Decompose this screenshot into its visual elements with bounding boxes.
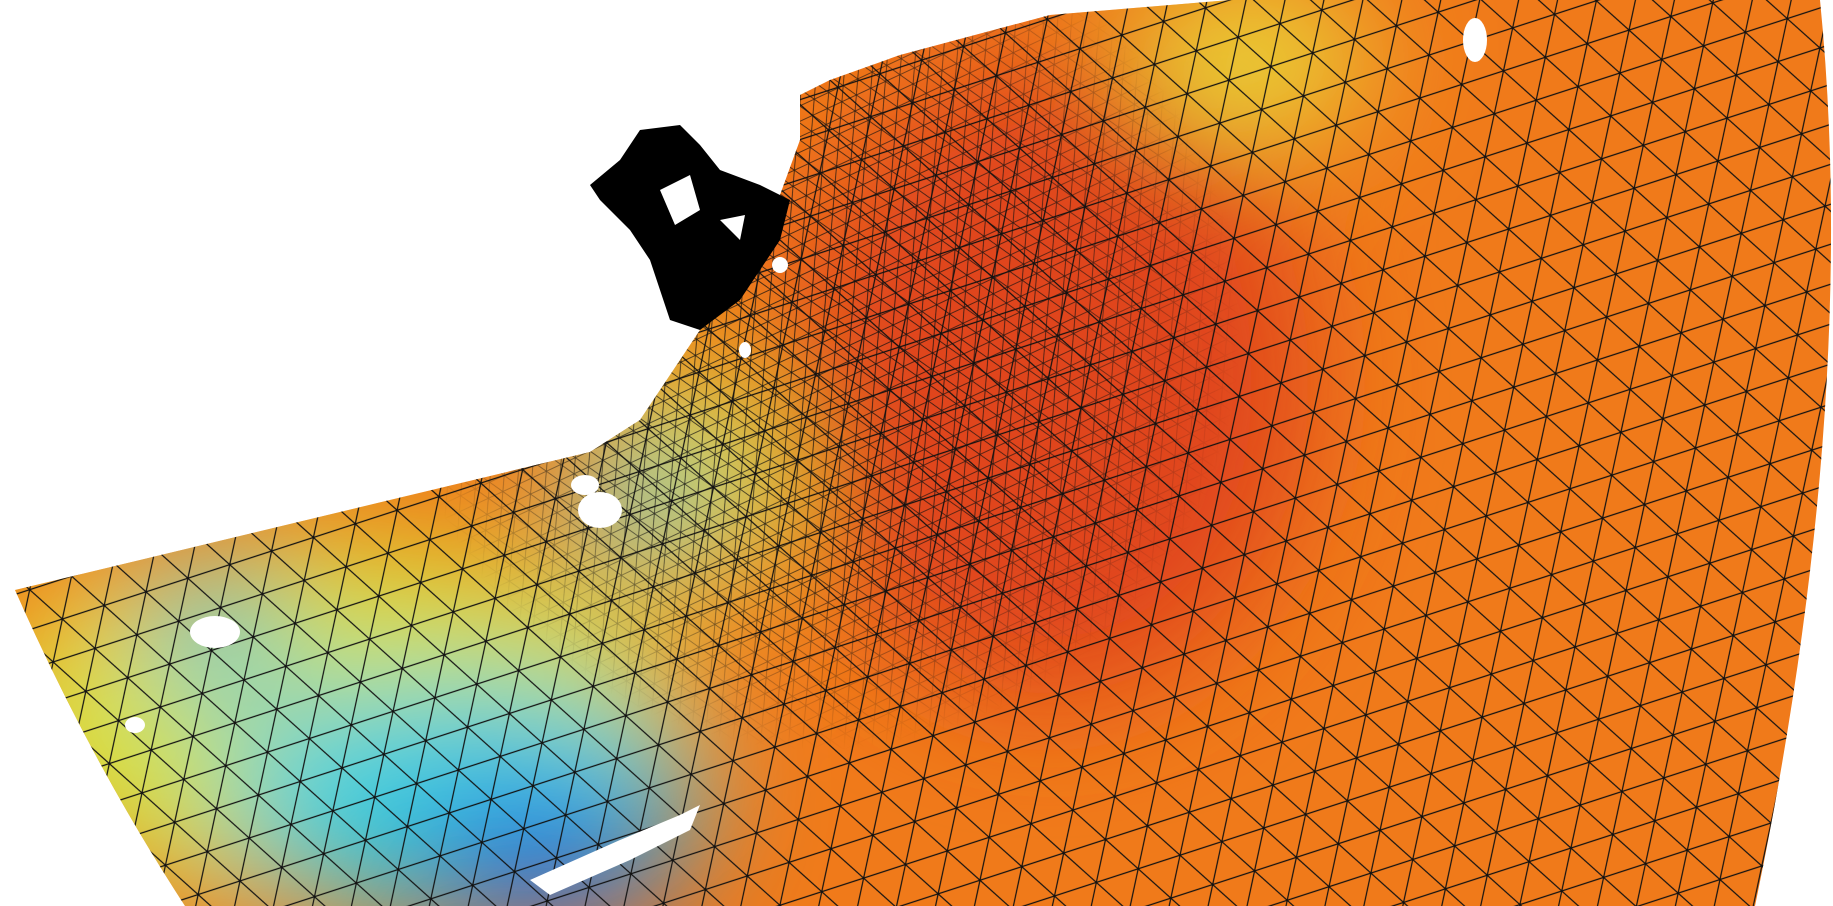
mesh-image xyxy=(0,0,1833,906)
page: (() => { const data = JSON.parse(documen… xyxy=(0,0,1833,906)
mesh-domain xyxy=(0,0,1833,906)
